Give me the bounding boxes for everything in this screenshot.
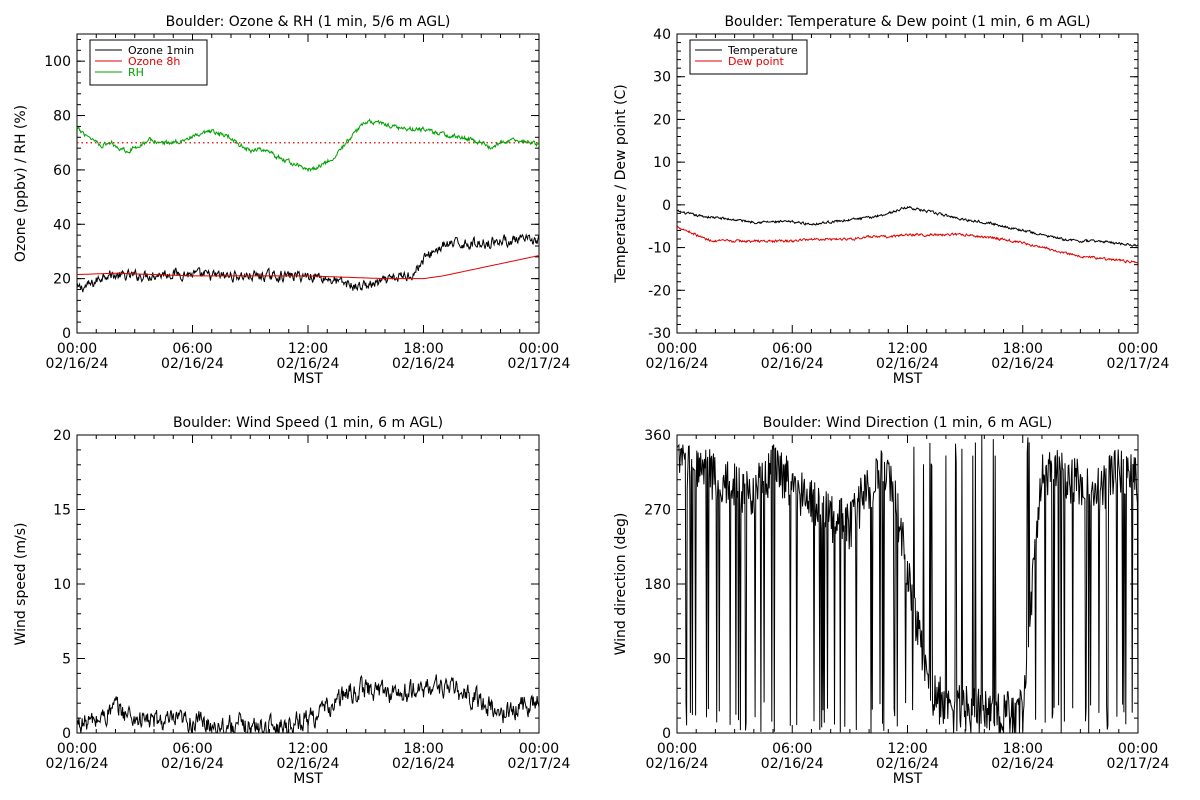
y-tick-label: 180 — [644, 577, 671, 593]
y-tick-label: 0 — [662, 726, 671, 742]
x-tick-time-label: 12:00 — [288, 341, 328, 357]
y-tick-label: 90 — [653, 652, 671, 668]
x-tick-time-label: 00:00 — [57, 741, 97, 757]
x-tick-date-label: 02/16/24 — [991, 756, 1054, 772]
y-tick-label: 360 — [644, 428, 671, 444]
y-tick-label: 40 — [53, 217, 71, 233]
x-tick-date-label: 02/16/24 — [46, 756, 109, 772]
legend-label: RH — [128, 66, 144, 79]
x-tick-time-label: 12:00 — [288, 741, 328, 757]
x-axis-label: MST — [293, 771, 323, 787]
x-tick-time-label: 00:00 — [1118, 741, 1158, 757]
x-tick-time-label: 18:00 — [403, 341, 443, 357]
x-tick-date-label: 02/16/24 — [761, 756, 824, 772]
y-tick-label: 30 — [653, 70, 671, 86]
y-tick-label: 20 — [653, 112, 671, 128]
legend-box — [89, 39, 208, 86]
y-axis-label: Temperature / Dew point (C) — [613, 84, 629, 283]
x-tick-date-label: 02/16/24 — [277, 756, 340, 772]
x-tick-date-label: 02/16/24 — [761, 356, 824, 372]
y-tick-label: 10 — [53, 577, 71, 593]
x-tick-time-label: 12:00 — [887, 741, 927, 757]
x-tick-time-label: 18:00 — [403, 741, 443, 757]
plot-frame — [676, 33, 1139, 334]
x-axis-label: MST — [293, 371, 323, 387]
x-tick-time-label: 00:00 — [57, 341, 97, 357]
y-tick-label: 20 — [53, 272, 71, 288]
y-tick-label: 5 — [62, 652, 71, 668]
y-tick-label: -20 — [648, 283, 671, 299]
x-tick-date-label: 02/17/24 — [508, 356, 571, 372]
series-line-main — [77, 674, 539, 733]
y-tick-label: 80 — [53, 109, 71, 125]
y-tick-label: 20 — [53, 428, 71, 444]
chart-title: Boulder: Ozone & RH (1 min, 5/6 m AGL) — [166, 14, 451, 30]
x-tick-time-label: 06:00 — [172, 741, 212, 757]
chart-ozone-rh: Boulder: Ozone & RH (1 min, 5/6 m AGL)02… — [13, 14, 571, 387]
x-tick-time-label: 18:00 — [1003, 741, 1043, 757]
x-tick-time-label: 00:00 — [657, 341, 697, 357]
x-tick-time-label: 06:00 — [172, 341, 212, 357]
chart-wind-direction: Boulder: Wind Direction (1 min, 6 m AGL)… — [613, 415, 1170, 787]
x-axis-label: MST — [893, 771, 923, 787]
x-tick-date-label: 02/17/24 — [508, 756, 571, 772]
series-line-temperature — [677, 205, 1138, 247]
y-tick-label: 40 — [653, 27, 671, 43]
chart-wind-speed: Boulder: Wind Speed (1 min, 6 m AGL) 0 5 10… — [13, 415, 571, 787]
series-line-main — [677, 435, 1138, 733]
x-tick-time-label: 06:00 — [772, 741, 812, 757]
x-tick-time-label: 12:00 — [887, 341, 927, 357]
x-tick-date-label: 02/16/24 — [392, 356, 455, 372]
y-tick-label: -10 — [648, 241, 671, 257]
chart-temp-dew: Boulder: Temperature & Dew point (1 min,… — [613, 14, 1170, 387]
plot-frame — [76, 434, 540, 734]
series-line-dew-point — [677, 225, 1138, 265]
y-axis-label: Wind direction (deg) — [613, 513, 629, 656]
x-tick-time-label: 00:00 — [657, 741, 697, 757]
x-tick-time-label: 00:00 — [1118, 341, 1158, 357]
chart-title: Boulder: Wind Speed (1 min, 6 m AGL) — [173, 415, 443, 431]
x-tick-date-label: 02/16/24 — [46, 356, 109, 372]
x-tick-date-label: 02/16/24 — [876, 356, 939, 372]
chart-title: Boulder: Wind Direction (1 min, 6 m AGL) — [763, 415, 1052, 431]
y-axis-label: Ozone (ppbv) / RH (%) — [13, 105, 29, 262]
y-tick-label: -30 — [648, 326, 671, 342]
legend-label: Temperature — [727, 44, 798, 57]
y-tick-label: 270 — [644, 503, 671, 519]
x-tick-time-label: 18:00 — [1003, 341, 1043, 357]
legend-label: Ozone 1min — [128, 44, 194, 57]
series-line-ozone-1min — [77, 233, 539, 293]
series-line-rh — [77, 118, 539, 172]
x-tick-time-label: 00:00 — [519, 341, 559, 357]
legend-label: Ozone 8h — [128, 55, 180, 68]
y-tick-label: 100 — [44, 54, 71, 70]
x-axis-label: MST — [893, 371, 923, 387]
y-tick-label: 0 — [662, 198, 671, 214]
x-tick-date-label: 02/16/24 — [161, 356, 224, 372]
y-tick-label: 0 — [62, 726, 71, 742]
series-line-ozone-8h — [77, 255, 539, 280]
chart-title: Boulder: Temperature & Dew point (1 min,… — [724, 14, 1090, 30]
y-axis-label: Wind speed (m/s) — [13, 523, 29, 646]
x-tick-date-label: 02/17/24 — [1107, 356, 1170, 372]
x-tick-time-label: 00:00 — [519, 741, 559, 757]
y-tick-label: 60 — [53, 163, 71, 179]
y-tick-label: 15 — [53, 503, 71, 519]
y-tick-label: 10 — [653, 155, 671, 171]
x-tick-date-label: 02/16/24 — [646, 356, 709, 372]
x-tick-date-label: 02/16/24 — [392, 756, 455, 772]
x-tick-date-label: 02/16/24 — [646, 756, 709, 772]
x-tick-date-label: 02/17/24 — [1107, 756, 1170, 772]
x-tick-date-label: 02/16/24 — [161, 756, 224, 772]
x-tick-date-label: 02/16/24 — [277, 356, 340, 372]
x-tick-time-label: 06:00 — [772, 341, 812, 357]
legend-label: Dew point — [728, 55, 784, 68]
x-tick-date-label: 02/16/24 — [991, 356, 1054, 372]
x-tick-date-label: 02/16/24 — [876, 756, 939, 772]
legend-box — [689, 39, 808, 75]
y-tick-label: 0 — [62, 326, 71, 342]
